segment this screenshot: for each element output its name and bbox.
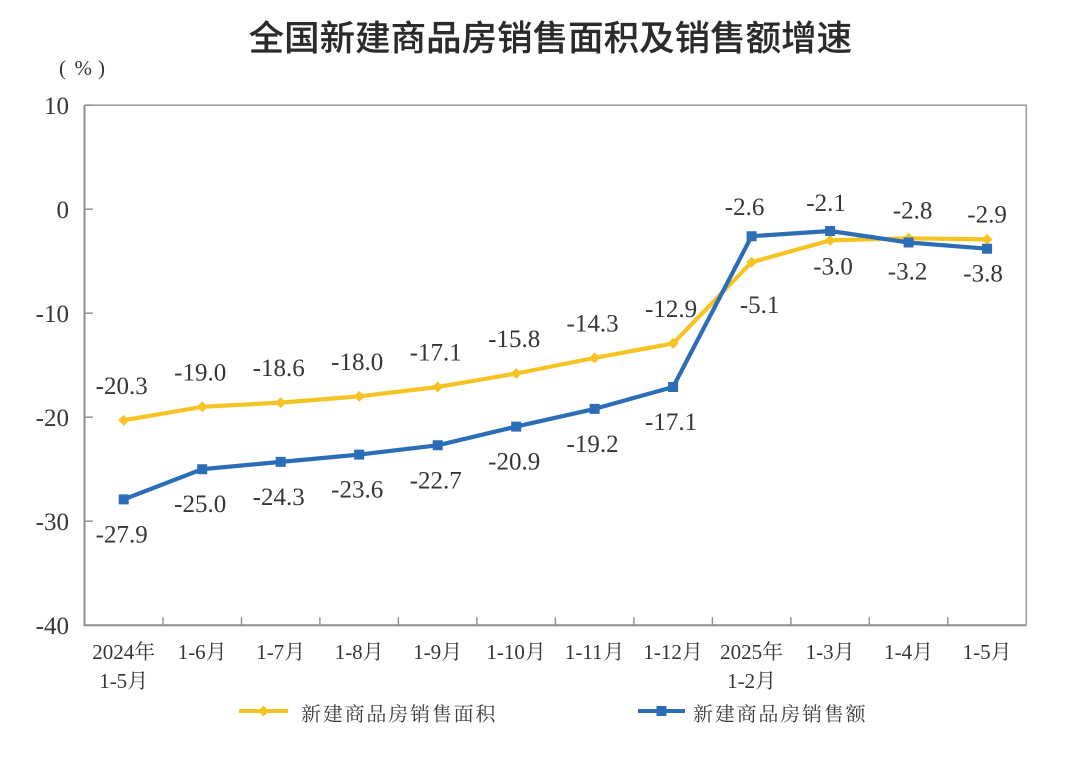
svg-text:-15.8: -15.8: [488, 326, 540, 353]
svg-text:1-3: 1-3: [806, 640, 834, 664]
svg-text:1-7: 1-7: [256, 640, 284, 664]
svg-text:1-5: 1-5: [99, 669, 127, 693]
svg-text:-18.0: -18.0: [331, 349, 383, 376]
svg-text:-14.3: -14.3: [567, 310, 619, 337]
svg-text:2024: 2024: [92, 640, 135, 664]
svg-text:1-9: 1-9: [413, 640, 441, 664]
svg-text:-20.3: -20.3: [96, 373, 148, 400]
svg-text:-2.6: -2.6: [725, 194, 765, 221]
svg-text:1-12: 1-12: [643, 640, 682, 664]
svg-text:0: 0: [57, 197, 70, 224]
svg-text:-19.0: -19.0: [174, 359, 226, 386]
svg-text:-2.9: -2.9: [967, 201, 1007, 228]
svg-text:-22.7: -22.7: [410, 467, 462, 494]
svg-text:-30: -30: [36, 509, 69, 536]
svg-text:-25.0: -25.0: [174, 491, 226, 518]
svg-text:1-6: 1-6: [178, 640, 206, 664]
svg-text:-17.1: -17.1: [645, 409, 697, 436]
svg-text:(: (: [59, 56, 66, 80]
svg-text:-19.2: -19.2: [567, 431, 619, 458]
svg-text:-3.2: -3.2: [888, 259, 928, 286]
svg-text:1-10: 1-10: [486, 640, 525, 664]
svg-text:-2.8: -2.8: [893, 197, 933, 224]
svg-text:10: 10: [44, 93, 69, 120]
svg-text:1-5: 1-5: [963, 640, 991, 664]
svg-text:-24.3: -24.3: [253, 484, 305, 511]
svg-text:1-2: 1-2: [727, 669, 755, 693]
svg-text:-10: -10: [36, 301, 69, 328]
svg-text:1-4: 1-4: [884, 640, 912, 664]
svg-text:%: %: [75, 56, 93, 80]
svg-text:-40: -40: [36, 613, 69, 640]
svg-text:-27.9: -27.9: [96, 521, 148, 548]
svg-text:-20.9: -20.9: [488, 449, 540, 476]
svg-text:-20: -20: [36, 405, 69, 432]
svg-text:-12.9: -12.9: [645, 296, 697, 323]
svg-text:1-11: 1-11: [565, 640, 603, 664]
svg-text:1-8: 1-8: [335, 640, 363, 664]
svg-text:-17.1: -17.1: [410, 340, 462, 367]
svg-text:-18.6: -18.6: [253, 355, 305, 382]
svg-text:-3.8: -3.8: [963, 261, 1003, 288]
svg-text:2025: 2025: [720, 640, 762, 664]
svg-text:-23.6: -23.6: [331, 477, 383, 504]
svg-text:-5.1: -5.1: [740, 292, 780, 319]
svg-text:): ): [98, 56, 105, 80]
svg-text:-3.0: -3.0: [813, 253, 853, 280]
svg-text:-2.1: -2.1: [806, 190, 846, 217]
